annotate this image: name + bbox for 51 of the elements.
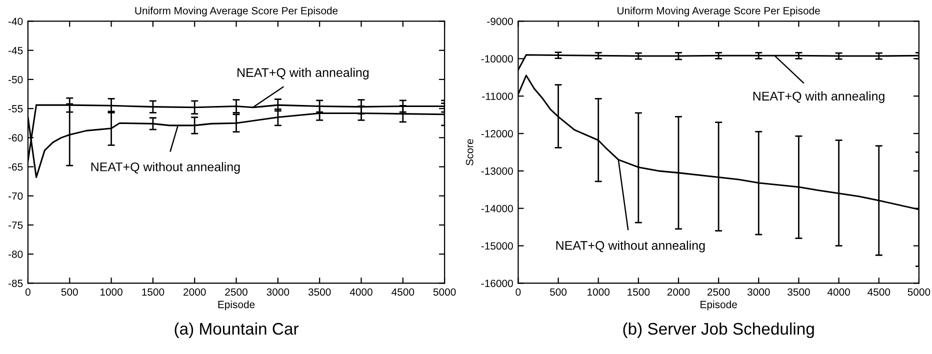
annotation: NEAT+Q with annealing bbox=[238, 68, 369, 80]
x-tick-label: 1000 bbox=[100, 288, 122, 296]
x-tick-label: 5000 bbox=[908, 288, 930, 296]
x-tick-label: 3500 bbox=[788, 288, 810, 296]
y-tick-label: -10000 bbox=[481, 55, 513, 63]
x-tick-label: 500 bbox=[550, 288, 567, 296]
y-tick-label: -9000 bbox=[487, 18, 513, 26]
y-tick-label: -65 bbox=[8, 163, 23, 171]
x-tick-label: 2000 bbox=[184, 288, 206, 296]
x-tick-label: 1000 bbox=[588, 288, 610, 296]
y-tick-label: -75 bbox=[8, 222, 23, 229]
y-tick-label: -85 bbox=[8, 280, 23, 288]
y-tick-label: -11000 bbox=[482, 92, 513, 100]
x-tick-label: 2500 bbox=[708, 288, 730, 296]
y-tick-label: -70 bbox=[8, 192, 23, 200]
x-tick-label: 2000 bbox=[667, 288, 690, 296]
y-tick-label: -60 bbox=[8, 134, 23, 142]
text: (b) Server Job Scheduling bbox=[623, 322, 814, 338]
x-tick-label: 2500 bbox=[225, 288, 248, 296]
text: (a) Mountain Car bbox=[174, 322, 299, 338]
x-tick-label: 3000 bbox=[747, 288, 770, 296]
y-tick-label: -14000 bbox=[481, 204, 513, 212]
annotation: NEAT+Q without annealing bbox=[91, 162, 240, 174]
x-tick-label: 0 bbox=[25, 288, 30, 296]
y-tick-label: -55 bbox=[8, 105, 23, 112]
x-tick-label: 1500 bbox=[142, 288, 164, 296]
x-axis-title: Episode bbox=[700, 300, 737, 310]
x-tick-label: 4500 bbox=[868, 288, 890, 296]
x-tick-label: 3500 bbox=[308, 288, 331, 296]
x-tick-label: 1500 bbox=[628, 288, 650, 296]
y-tick-label: -40 bbox=[8, 18, 23, 26]
y-tick-label: -16000 bbox=[481, 280, 513, 288]
y-tick-label: -80 bbox=[8, 250, 23, 258]
y-axis-title: Score bbox=[466, 139, 474, 166]
y-tick-label: -12000 bbox=[481, 130, 513, 138]
annotation: NEAT+Q without annealing bbox=[556, 240, 705, 252]
x-tick-label: 4500 bbox=[392, 288, 414, 296]
x-tick-label: 3000 bbox=[266, 288, 290, 296]
x-tick-label: 0 bbox=[516, 288, 521, 296]
chart-title: Uniform Moving Average Score Per Episode bbox=[618, 6, 820, 16]
x-tick-label: 500 bbox=[61, 288, 78, 296]
y-tick-label: -45 bbox=[8, 46, 23, 54]
chart-title: Uniform Moving Average Score Per Episode bbox=[135, 6, 338, 16]
x-tick-label: 4000 bbox=[827, 288, 850, 296]
annotation: NEAT+Q with annealing bbox=[753, 91, 884, 104]
x-axis-title: Episode bbox=[218, 300, 255, 310]
y-tick-label: -13000 bbox=[481, 167, 513, 175]
x-tick-label: 5000 bbox=[433, 288, 456, 296]
x-tick-label: 4000 bbox=[350, 288, 372, 296]
y-tick-label: -50 bbox=[8, 76, 23, 84]
y-tick-label: -15000 bbox=[481, 242, 513, 250]
